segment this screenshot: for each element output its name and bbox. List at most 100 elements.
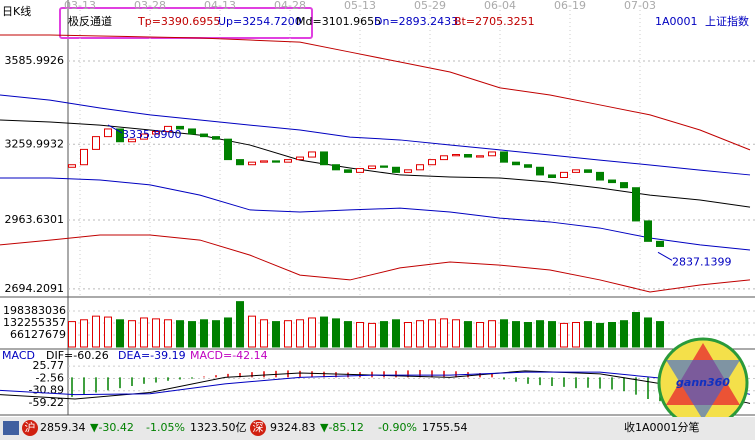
candle [284,159,292,163]
volume-bar [488,320,496,348]
volume-bar [584,321,592,348]
candle [92,136,100,150]
candle [104,128,112,138]
y-tick-label: 3259.9932 [5,137,65,150]
volume-bar [632,312,640,348]
volume-bar [116,319,124,348]
candle [632,187,640,222]
channel-line [0,119,751,208]
candle [584,169,592,173]
logo-triangle [666,360,740,420]
date-label: 07-03 [624,0,656,12]
candle [236,159,244,166]
candle [560,171,568,178]
period-label: 日K线 [2,4,31,18]
volume-bar [404,322,412,348]
volume-bar [80,319,88,348]
tp-label: Tp=3390.6955 [137,15,220,28]
volume-bar [284,320,292,348]
volume-bar [392,319,400,348]
sh-index: 2859.34 [40,421,86,434]
tick-link[interactable]: 收1A0001分笔 [624,420,700,434]
volume-bar [212,320,220,348]
candle [488,151,496,157]
volume-bar [656,321,664,348]
md-label: Md=3101.9655 [296,15,381,28]
candle [260,160,268,163]
macd-line [0,371,751,396]
volume-bar [176,320,184,348]
channel-line [0,234,751,293]
candle [476,155,484,158]
candle [68,164,76,168]
sh-icon-text: 沪 [25,420,36,434]
volume-bar [500,319,508,348]
volume-bar [608,322,616,348]
candle [500,151,508,163]
candle [404,169,412,173]
sz-amount: 1755.54 [422,421,468,434]
sh-pct: -1.05% [146,421,185,434]
sh-amount: 1323.50亿 [190,421,247,434]
status-icon [3,421,19,435]
volume-bar [380,321,388,348]
volume-bar [440,318,448,348]
macd-tick-label: -2.56 [36,371,64,384]
logo: gann360 [657,337,749,429]
up-label: Up=3254.7200 [218,15,302,28]
volume-bar [536,320,544,348]
candle [164,125,172,133]
volume-bar [68,321,76,348]
candle [176,125,184,130]
candle [596,171,604,181]
dn-label: Dn=2893.2433 [374,15,458,28]
volume-bar [416,320,424,348]
candle [536,166,544,176]
volume-bar [428,319,436,348]
volume-bar [140,317,148,348]
volume-bar [224,317,232,348]
stock-code: 1A0001 [655,15,698,28]
volume-bar [512,321,520,348]
candle [392,166,400,173]
macd-tick-label: 25.77 [33,359,65,372]
volume-bar [332,318,340,348]
candle [80,148,88,166]
date-label: 05-13 [344,0,376,12]
macd-tick-label: -59.22 [29,396,64,409]
candle [332,164,340,171]
volume-bar [272,321,280,348]
macd-label: MACD=-42.14 [190,349,268,362]
volume-bar [524,322,532,348]
channel-line [0,34,751,151]
date-label: 04-28 [274,0,306,12]
macd-title: MACD [2,349,35,362]
sz-index: 9324.83 [270,421,316,434]
date-label: 03-13 [64,0,96,12]
volume-bar [188,321,196,348]
date-label: 03-28 [134,0,166,12]
candle [512,161,520,166]
volume-bar [104,316,112,348]
candle [464,154,472,158]
volume-bar [560,322,568,348]
channel-line [0,94,751,176]
logo-text: gann360 [676,376,730,389]
candle [116,128,124,143]
dea-label: DEA=-39.19 [118,349,186,362]
candle [524,164,532,168]
candle [356,168,364,173]
volume-bar [92,315,100,348]
candle [644,220,652,242]
volume-bar [464,321,472,348]
candle [572,169,580,173]
annotation-label: 3335.8900 [122,128,182,141]
candle [152,131,160,135]
annotation-label: 2837.1399 [672,255,732,268]
volume-tick-label: 198383036 [3,304,66,317]
candle [416,164,424,171]
volume-bar [476,322,484,348]
candle [548,174,556,178]
candle [188,128,196,135]
